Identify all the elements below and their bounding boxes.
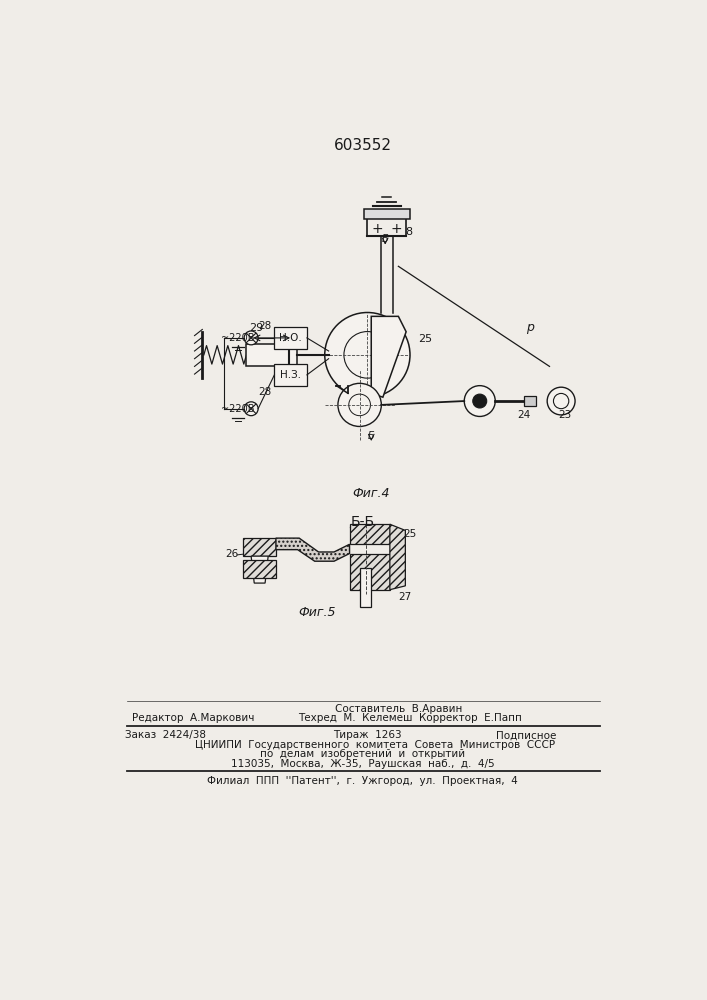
Text: ~220В: ~220В	[221, 404, 255, 414]
Text: 28: 28	[259, 321, 271, 331]
Polygon shape	[371, 316, 406, 397]
Text: Фиг.5: Фиг.5	[298, 606, 336, 619]
Text: р: р	[526, 321, 534, 334]
Text: по  делам  изобретений  и  открытий: по делам изобретений и открытий	[260, 749, 465, 759]
Circle shape	[464, 386, 495, 416]
Circle shape	[547, 387, 575, 415]
Polygon shape	[276, 538, 349, 561]
Circle shape	[338, 383, 381, 426]
Circle shape	[554, 393, 569, 409]
Circle shape	[344, 332, 391, 378]
Text: ЦНИИПИ  Государственного  комитета  Совета  Министров  СССР: ЦНИИПИ Государственного комитета Совета …	[195, 740, 555, 750]
Text: 113035,  Москва,  Ж-35,  Раушская  наб.,  д.  4/5: 113035, Москва, Ж-35, Раушская наб., д. …	[231, 759, 494, 769]
Text: Н.О.: Н.О.	[279, 333, 302, 343]
Text: 25: 25	[404, 529, 416, 539]
Circle shape	[244, 331, 258, 345]
Bar	[274, 364, 307, 386]
Polygon shape	[349, 524, 390, 544]
Text: Фиг.4: Фиг.4	[353, 487, 390, 500]
Circle shape	[349, 394, 370, 416]
Bar	[361, 568, 371, 607]
Text: Заказ  2424/38: Заказ 2424/38	[125, 730, 206, 740]
Text: 26: 26	[225, 549, 238, 559]
Text: Б: Б	[368, 431, 375, 441]
Polygon shape	[390, 524, 405, 590]
Polygon shape	[243, 560, 276, 578]
Text: 8: 8	[405, 227, 412, 237]
Circle shape	[473, 394, 486, 408]
Text: +: +	[372, 222, 383, 236]
Text: Составитель  В.Аравин: Составитель В.Аравин	[334, 704, 462, 714]
Text: Подписное: Подписное	[496, 730, 556, 740]
Text: 29: 29	[249, 323, 263, 333]
Bar	[274, 327, 307, 349]
Bar	[247, 344, 297, 366]
Polygon shape	[251, 556, 268, 583]
Text: Филиал  ППП  ''Патент'',  г.  Ужгород,  ул.  Проектная,  4: Филиал ППП ''Патент'', г. Ужгород, ул. П…	[207, 776, 518, 786]
Text: 23: 23	[559, 410, 572, 420]
Circle shape	[244, 402, 258, 416]
Polygon shape	[243, 538, 276, 556]
Text: 603552: 603552	[334, 138, 392, 153]
Circle shape	[325, 312, 410, 397]
Text: Тираж  1263: Тираж 1263	[333, 730, 402, 740]
Text: 27: 27	[399, 592, 412, 602]
Text: +: +	[390, 222, 402, 236]
Text: 28: 28	[259, 387, 271, 397]
Text: ~220В: ~220В	[221, 333, 255, 343]
Text: Б-Б: Б-Б	[351, 515, 375, 529]
Text: 24: 24	[518, 410, 530, 420]
Bar	[524, 396, 537, 406]
Text: Н.З.: Н.З.	[280, 370, 301, 380]
Bar	[363, 209, 410, 219]
Text: Б: Б	[382, 234, 389, 244]
Text: 25: 25	[419, 334, 433, 344]
Text: Редактор  А.Маркович: Редактор А.Маркович	[132, 713, 255, 723]
Polygon shape	[349, 554, 390, 590]
Text: Техред  М.  Келемеш  Корректор  Е.Папп: Техред М. Келемеш Корректор Е.Папп	[298, 713, 522, 723]
